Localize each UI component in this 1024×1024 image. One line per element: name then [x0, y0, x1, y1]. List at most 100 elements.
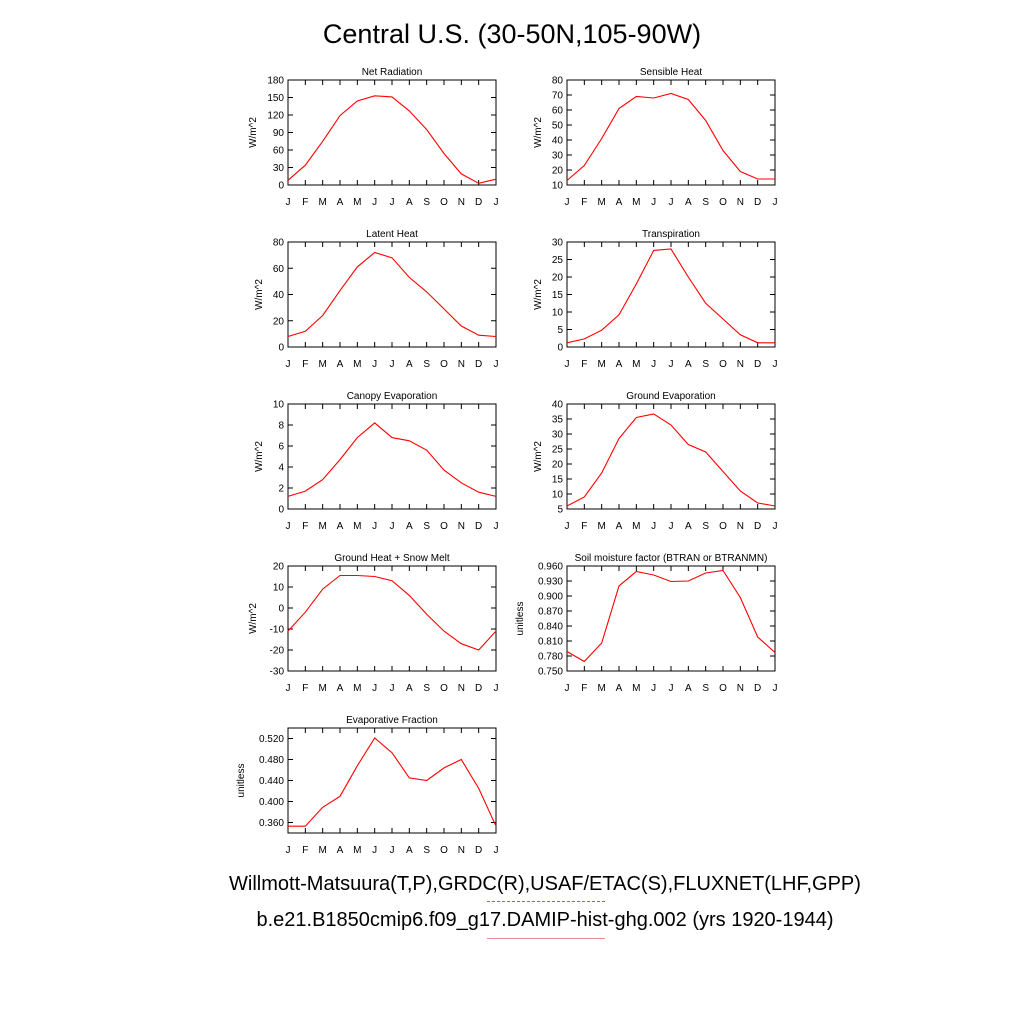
x-tick-label: A [616, 521, 623, 532]
x-tick-label: O [440, 683, 448, 694]
y-axis-label: W/m^2 [248, 117, 259, 148]
x-tick-label: J [494, 359, 499, 370]
plot-frame [566, 79, 776, 186]
y-tick-label: 0 [278, 181, 284, 192]
x-tick-label: F [581, 683, 587, 694]
y-tick-label: 10 [552, 181, 564, 192]
x-tick-label: J [669, 359, 674, 370]
x-tick-label: J [286, 521, 291, 532]
y-tick-label: 70 [552, 91, 564, 102]
x-tick-label: J [773, 521, 778, 532]
x-tick-label: J [494, 845, 499, 856]
x-tick-label: J [372, 359, 377, 370]
series-line [287, 251, 497, 338]
x-tick-label: M [353, 683, 361, 694]
chart-panel-8: J F M A M J J A S O N D J0.7500.7800.8100.8400.8700.… [515, 553, 778, 694]
y-tick-label: 150 [267, 93, 284, 104]
y-tick-label: 35 [552, 415, 564, 426]
x-tick-label: O [440, 197, 448, 208]
x-tick-label: M [597, 359, 605, 370]
x-tick-label: J [372, 197, 377, 208]
x-tick-label: D [475, 683, 482, 694]
y-tick-label: 0.960 [538, 562, 563, 573]
x-tick-label: M [318, 521, 326, 532]
series-line [566, 248, 775, 344]
series-line [287, 95, 497, 184]
x-tick-label: A [337, 521, 344, 532]
x-tick-label: A [337, 683, 344, 694]
x-tick-label: O [719, 197, 727, 208]
x-tick-label: J [669, 683, 674, 694]
y-tick-label: 40 [552, 400, 564, 411]
x-tick-label: S [702, 521, 709, 532]
series-line [288, 737, 497, 827]
y-tick-label: 5 [557, 325, 563, 336]
y-tick-label: 6 [278, 442, 284, 453]
x-tick-label: O [719, 359, 727, 370]
x-tick-label: M [353, 359, 361, 370]
x-tick-label: D [754, 197, 761, 208]
x-tick-label: J [286, 197, 291, 208]
plot-frame [287, 727, 497, 834]
x-tick-label: A [616, 359, 623, 370]
plot-frame [566, 241, 776, 348]
x-tick-label: J [651, 197, 656, 208]
y-axis-label: unitless [236, 764, 247, 798]
x-tick-label: J [390, 359, 395, 370]
x-tick-label: D [475, 197, 482, 208]
x-tick-label: J [390, 683, 395, 694]
x-tick-label: D [475, 845, 482, 856]
x-tick-label: J [372, 521, 377, 532]
x-tick-label: D [754, 521, 761, 532]
y-tick-label: 80 [273, 238, 285, 249]
x-tick-label: M [318, 197, 326, 208]
y-axis-label: W/m^2 [533, 441, 544, 472]
x-tick-label: F [302, 197, 308, 208]
x-tick-label: F [581, 521, 587, 532]
y-tick-label: 0 [278, 604, 284, 615]
y-axis-label: unitless [515, 602, 526, 636]
x-tick-label: M [597, 521, 605, 532]
y-tick-label: 15 [552, 290, 564, 301]
x-tick-label: O [440, 359, 448, 370]
y-tick-label: 25 [552, 445, 564, 456]
y-axis-label: W/m^2 [533, 279, 544, 310]
x-tick-label: A [685, 521, 692, 532]
y-tick-label: 20 [273, 562, 285, 573]
x-tick-label: J [494, 197, 499, 208]
x-tick-label: A [337, 359, 344, 370]
y-tick-label: 0.480 [259, 755, 284, 766]
x-tick-label: F [581, 359, 587, 370]
x-tick-label: O [440, 521, 448, 532]
x-tick-label: J [651, 359, 656, 370]
y-tick-label: 180 [267, 76, 284, 87]
x-tick-label: M [632, 521, 640, 532]
y-tick-label: 0 [278, 343, 284, 354]
panel-title: Ground Heat + Snow Melt [334, 553, 450, 564]
y-tick-label: 20 [552, 460, 564, 471]
y-tick-label: 120 [267, 111, 284, 122]
x-tick-label: J [286, 683, 291, 694]
y-tick-label: 0.900 [538, 592, 563, 603]
plot-frame [287, 565, 497, 672]
x-tick-label: J [651, 521, 656, 532]
panel-title: Latent Heat [366, 229, 418, 240]
panel-title: Soil moisture factor (BTRAN or BTRANMN) [575, 553, 768, 564]
x-tick-label: D [475, 521, 482, 532]
page-title: Central U.S. (30-50N,105-90W) [322, 19, 702, 49]
x-tick-label: J [565, 521, 570, 532]
y-tick-label: 60 [552, 106, 564, 117]
x-tick-label: J [286, 359, 291, 370]
x-tick-label: J [773, 197, 778, 208]
x-tick-label: A [616, 683, 623, 694]
x-tick-label: J [565, 683, 570, 694]
x-tick-label: A [406, 197, 413, 208]
x-tick-label: S [423, 845, 430, 856]
y-axis-label: W/m^2 [248, 603, 259, 634]
series-line [287, 422, 497, 497]
